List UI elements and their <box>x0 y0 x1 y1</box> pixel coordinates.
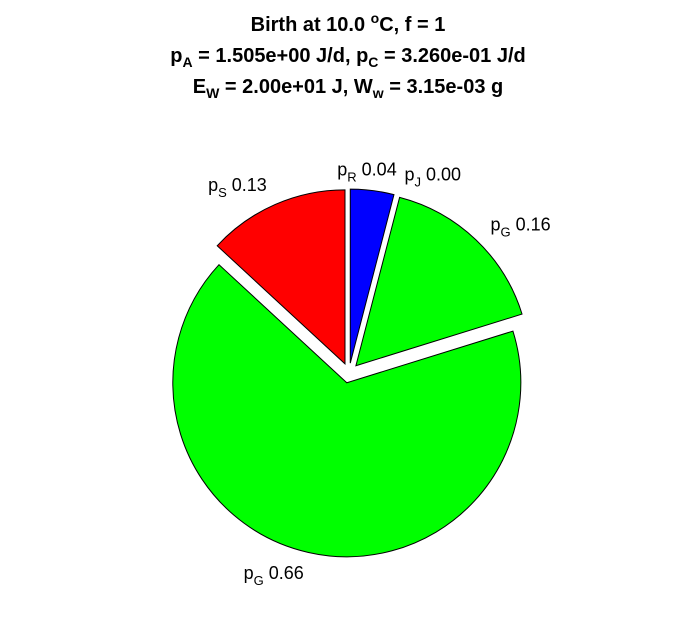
pie-label-symbol: p <box>491 215 501 235</box>
pie-label-symbol: p <box>208 175 218 195</box>
pie-label-symbol: p <box>244 563 254 583</box>
pie-slice-p-g-3 <box>172 263 522 558</box>
title-pa-symbol: p <box>170 45 183 67</box>
title-line-1-prefix: Birth at 10.0 <box>250 14 371 36</box>
title-pc-symbol: p <box>356 45 369 67</box>
pie-label-subscript: R <box>347 170 356 185</box>
pie-slice-p-r-0 <box>349 188 395 364</box>
pie-label-symbol: p <box>405 165 415 185</box>
pie-slice-p-g-2 <box>355 196 523 367</box>
title-line-1: Birth at 10.0 oC, f = 1 <box>0 10 696 41</box>
pie-label-p-r-0: pR 0.04 <box>337 160 396 185</box>
title-ww-symbol: W <box>353 76 373 98</box>
pie-slice-p-s-4 <box>216 189 346 365</box>
pie-slices <box>172 188 523 558</box>
pie-label-value: 0.66 <box>264 563 304 583</box>
title-pa-sub: A <box>182 54 193 70</box>
title-ww-sub: w <box>372 85 384 101</box>
pie-label-subscript: J <box>415 175 422 190</box>
pie-label-value: 0.00 <box>421 165 461 185</box>
title-ew-symbol: E <box>192 76 207 98</box>
pie-label-subscript: G <box>254 573 264 588</box>
title-line-2: pA = 1.505e+00 J/d, pC = 3.260e-01 J/d <box>0 41 696 72</box>
title-ww-value: = 3.15e-03 g <box>383 76 504 98</box>
pie-label-value: 0.13 <box>227 175 267 195</box>
title-ew-value: = 2.00e+01 J, <box>219 76 354 98</box>
chart-title: Birth at 10.0 oC, f = 1 pA = 1.505e+00 J… <box>0 10 696 103</box>
pie-label-p-g-3: pG 0.66 <box>244 563 304 588</box>
title-line-1-suffix: C, f = 1 <box>379 14 446 36</box>
pie-label-value: 0.16 <box>511 215 551 235</box>
title-pc-value: = 3.260e-01 J/d <box>378 45 526 67</box>
title-pa-value: = 1.505e+00 J/d, <box>192 45 357 67</box>
pie-label-symbol: p <box>337 160 347 180</box>
title-line-1-sup: o <box>370 10 380 26</box>
pie-label-value: 0.04 <box>357 160 397 180</box>
pie-label-subscript: S <box>218 185 227 200</box>
title-ew-sub: W <box>206 85 220 101</box>
title-pc-sub: C <box>368 54 379 70</box>
pie-label-p-j-1: pJ 0.00 <box>405 165 462 190</box>
title-line-3: EW = 2.00e+01 J, Ww = 3.15e-03 g <box>0 72 696 103</box>
pie-label-p-g-2: pG 0.16 <box>491 215 551 240</box>
pie-label-p-s-4: pS 0.13 <box>208 175 267 200</box>
pie-label-subscript: G <box>501 225 511 240</box>
